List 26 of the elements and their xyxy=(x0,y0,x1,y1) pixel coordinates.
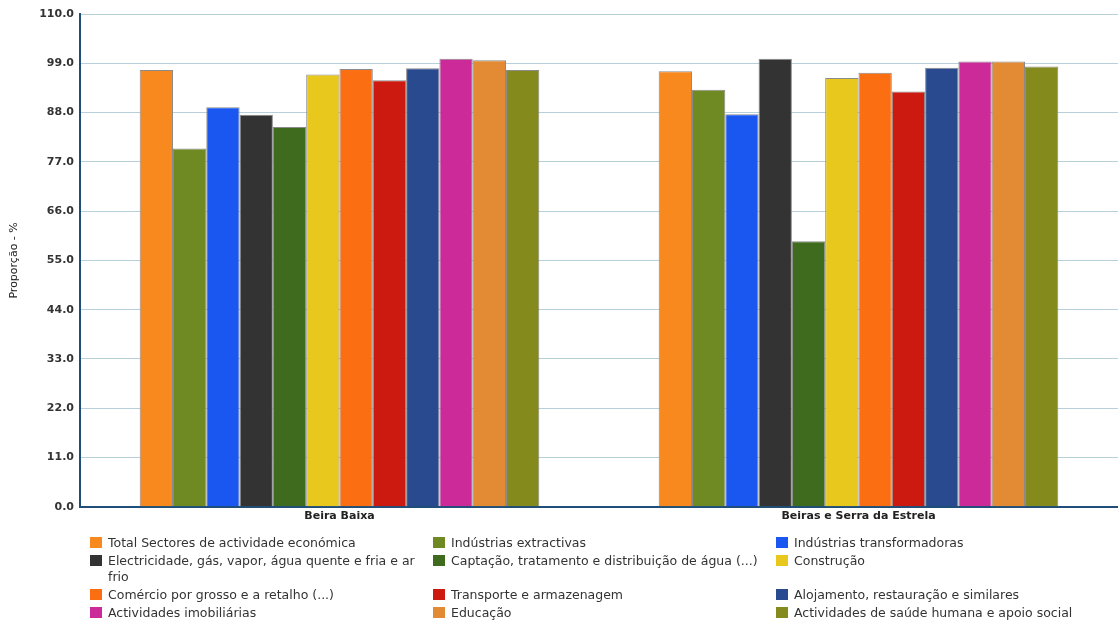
y-tick-label: 44.0 xyxy=(46,302,75,316)
y-tick-label: 66.0 xyxy=(46,203,75,217)
legend-label: Indústrias transformadoras xyxy=(794,535,964,551)
legend-label: Total Sectores de actividade económica xyxy=(108,535,356,551)
legend-label: Construção xyxy=(794,553,865,569)
y-tick-label: 11.0 xyxy=(46,450,75,464)
y-tick-label: 33.0 xyxy=(46,351,75,365)
legend-label: Comércio por grosso e a retalho (...) xyxy=(108,587,334,603)
y-tick-label: 110.0 xyxy=(39,6,75,20)
legend-label: Electricidade, gás, vapor, água quente e fria e ar frio xyxy=(108,553,416,585)
x-tick-label: Beiras e Serra da Estrela xyxy=(781,509,936,523)
legend-label: Actividades de saúde humana e apoio social xyxy=(794,605,1073,621)
x-tick-label: Beira Baixa xyxy=(304,509,375,523)
y-tick-label: 55.0 xyxy=(46,253,75,267)
legend-label: Transporte e armazenagem xyxy=(451,587,624,603)
y-tick-label: 22.0 xyxy=(46,401,75,415)
legend-label: Educação xyxy=(451,605,512,621)
y-tick-label: 0.0 xyxy=(54,499,75,513)
y-tick-label: 88.0 xyxy=(46,105,75,119)
legend-label: Actividades imobiliárias xyxy=(108,605,257,621)
y-tick-label: 99.0 xyxy=(46,56,75,70)
legend-label: Captação, tratamento e distribuição de água (...) xyxy=(451,553,758,569)
y-axis-title: Proporção - % xyxy=(7,222,21,299)
legend-label: Alojamento, restauração e similares xyxy=(794,587,1020,603)
legend-label: Indústrias extractivas xyxy=(451,535,587,551)
y-tick-label: 77.0 xyxy=(46,154,75,168)
